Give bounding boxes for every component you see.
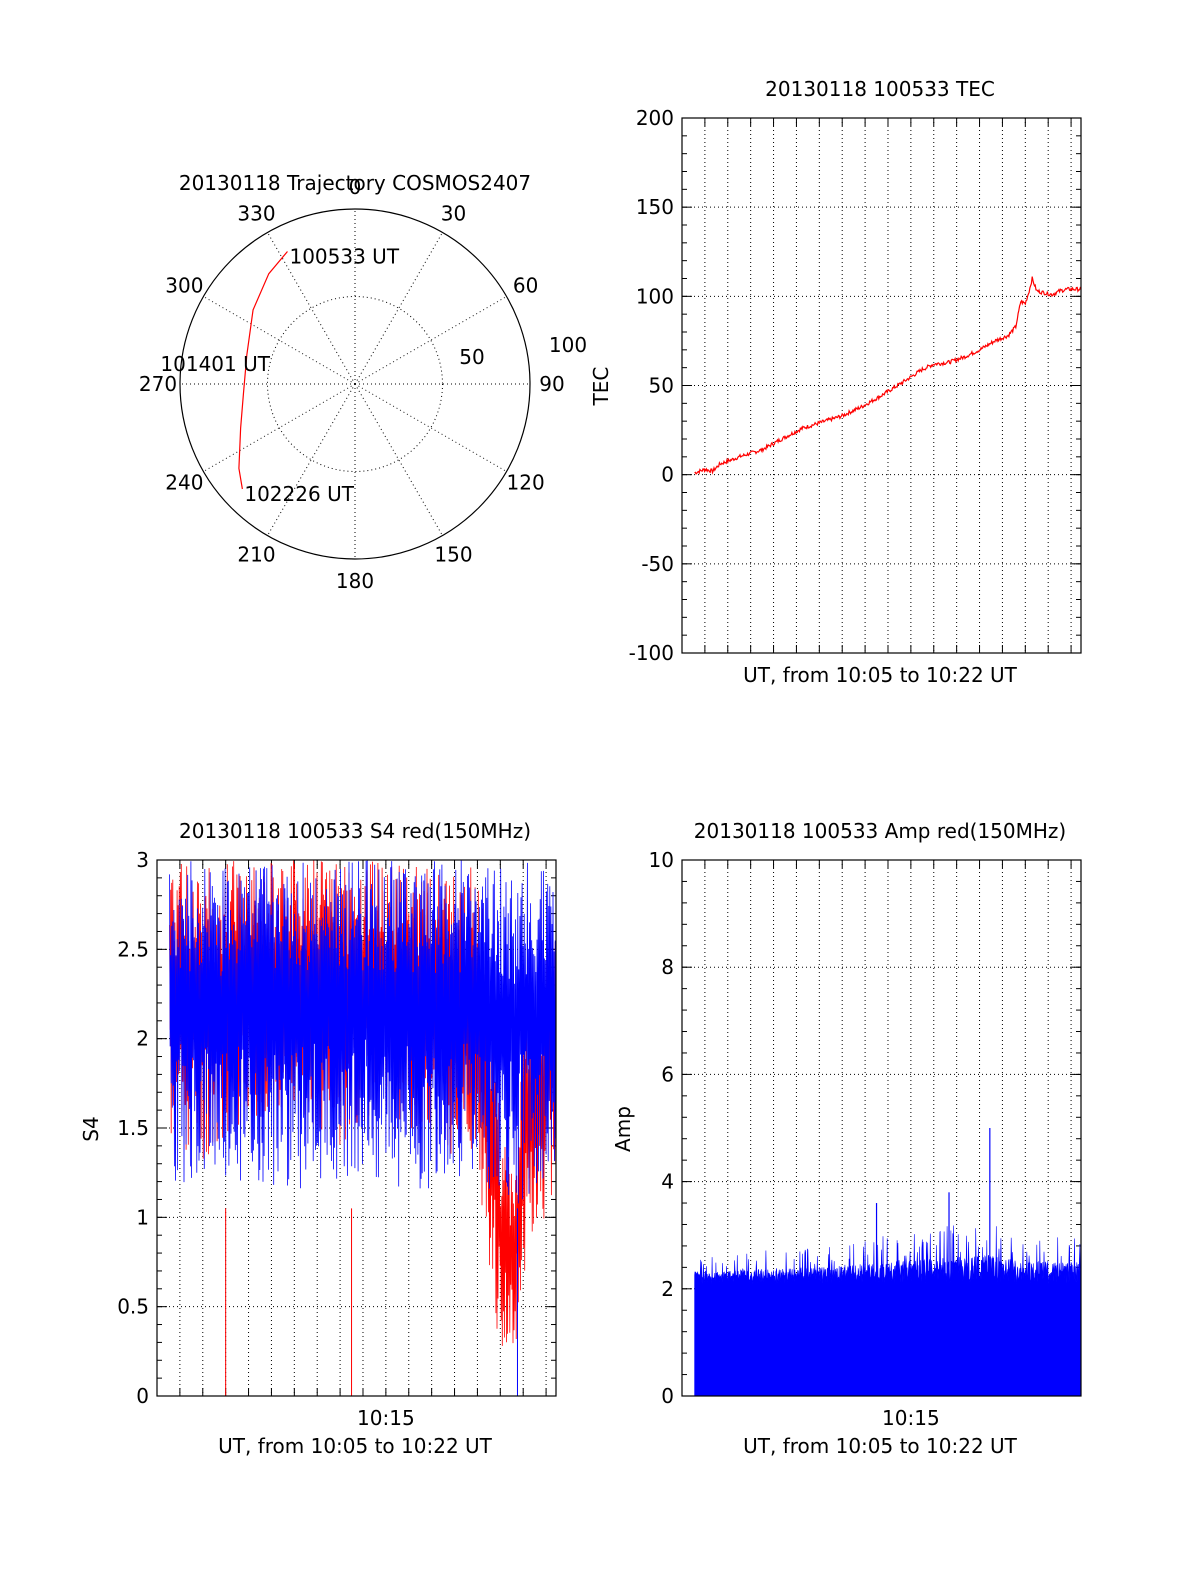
polar-angle-label-150: 150 bbox=[434, 543, 472, 567]
polar-angle-label-210: 210 bbox=[237, 543, 275, 567]
polar-ring-label-100: 100 bbox=[549, 333, 587, 357]
amp-series-area bbox=[694, 1225, 1082, 1397]
s4-ytick-label: 1 bbox=[136, 1205, 149, 1229]
tec-xlabel: UT, from 10:05 to 10:22 UT bbox=[743, 663, 1018, 687]
tec-ytick-label: 100 bbox=[636, 284, 674, 308]
polar-angle-label-90: 90 bbox=[539, 372, 564, 396]
polar-angle-label-330: 330 bbox=[237, 201, 275, 225]
tec-ytick-label: -100 bbox=[629, 641, 674, 665]
s4-blue-series bbox=[169, 860, 556, 1204]
amp-ytick-label: 0 bbox=[661, 1384, 674, 1408]
trajectory-time-label: 102226 UT bbox=[244, 482, 354, 506]
amp-ytick-label: 2 bbox=[661, 1277, 674, 1301]
trajectory-time-label: 100533 UT bbox=[289, 244, 399, 268]
amp-xlabel: UT, from 10:05 to 10:22 UT bbox=[743, 1434, 1018, 1458]
tec-ytick-label: 150 bbox=[636, 195, 674, 219]
trajectory-title: 20130118 Trajectory COSMOS2407 bbox=[179, 171, 531, 195]
polar-inner-ring bbox=[267, 296, 443, 472]
trajectory-time-label: 101401 UT bbox=[160, 352, 270, 376]
amp-ylabel: Amp bbox=[611, 1106, 635, 1152]
polar-angle-label-120: 120 bbox=[507, 471, 545, 495]
s4-ytick-label: 0.5 bbox=[117, 1295, 149, 1319]
trajectory-polar-panel: 20130118 Trajectory COSMOS2407 0 30 60 90 12… bbox=[139, 171, 587, 593]
amp-ytick-label: 8 bbox=[661, 955, 674, 979]
polar-angle-label-30: 30 bbox=[441, 201, 466, 225]
s4-plot-frame bbox=[156, 859, 557, 1397]
amp-ytick-label: 10 bbox=[649, 848, 674, 872]
polar-spoke bbox=[354, 383, 507, 472]
polar-spoke bbox=[354, 296, 507, 385]
s4-ytick-label: 2.5 bbox=[117, 937, 149, 961]
amp-ytick-label: 6 bbox=[661, 1062, 674, 1086]
s4-panel: 20130118 100533 S4 red(150MHz) UT, from … bbox=[79, 819, 557, 1458]
tec-title: 20130118 100533 TEC bbox=[765, 77, 995, 101]
tec-ytick-label: -50 bbox=[641, 552, 674, 576]
tec-panel: 20130118 100533 TEC UT, from 10:05 to 10… bbox=[589, 77, 1082, 687]
polar-angle-label-0: 0 bbox=[349, 175, 362, 199]
tec-plot-frame bbox=[681, 117, 1082, 654]
polar-angle-label-180: 180 bbox=[336, 569, 374, 593]
tec-ytick-label: 200 bbox=[636, 106, 674, 130]
amp-title: 20130118 100533 Amp red(150MHz) bbox=[694, 819, 1066, 843]
polar-angle-label-240: 240 bbox=[165, 471, 203, 495]
s4-ytick-label: 0 bbox=[136, 1384, 149, 1408]
s4-ytick-label: 2 bbox=[136, 1027, 149, 1051]
tec-series-line bbox=[694, 276, 1082, 475]
trajectory-path bbox=[238, 251, 288, 490]
amp-panel: 20130118 100533 Amp red(150MHz) UT, from… bbox=[611, 819, 1082, 1458]
s4-ylabel: S4 bbox=[79, 1116, 103, 1141]
tec-ylabel: TEC bbox=[589, 367, 613, 407]
s4-ytick-label: 3 bbox=[136, 848, 149, 872]
s4-ytick-label: 1.5 bbox=[117, 1116, 149, 1140]
polar-outer-ring bbox=[179, 208, 531, 560]
polar-spoke bbox=[267, 383, 356, 536]
polar-angle-label-300: 300 bbox=[165, 274, 203, 298]
tec-ytick-label: 0 bbox=[661, 463, 674, 487]
s4-xtick-label: 10:15 bbox=[357, 1406, 415, 1430]
s4-series-group bbox=[169, 860, 556, 1396]
polar-angle-label-60: 60 bbox=[513, 274, 538, 298]
tec-ytick-label: 50 bbox=[649, 374, 674, 398]
amp-ytick-label: 4 bbox=[661, 1170, 674, 1194]
polar-spoke bbox=[354, 383, 443, 536]
s4-title: 20130118 100533 S4 red(150MHz) bbox=[179, 819, 531, 843]
s4-xlabel: UT, from 10:05 to 10:22 UT bbox=[218, 1434, 493, 1458]
amp-plot-frame bbox=[681, 859, 1082, 1397]
polar-angle-label-270: 270 bbox=[139, 372, 177, 396]
amp-xtick-label: 10:15 bbox=[882, 1406, 940, 1430]
polar-ring-label-50: 50 bbox=[459, 345, 484, 369]
